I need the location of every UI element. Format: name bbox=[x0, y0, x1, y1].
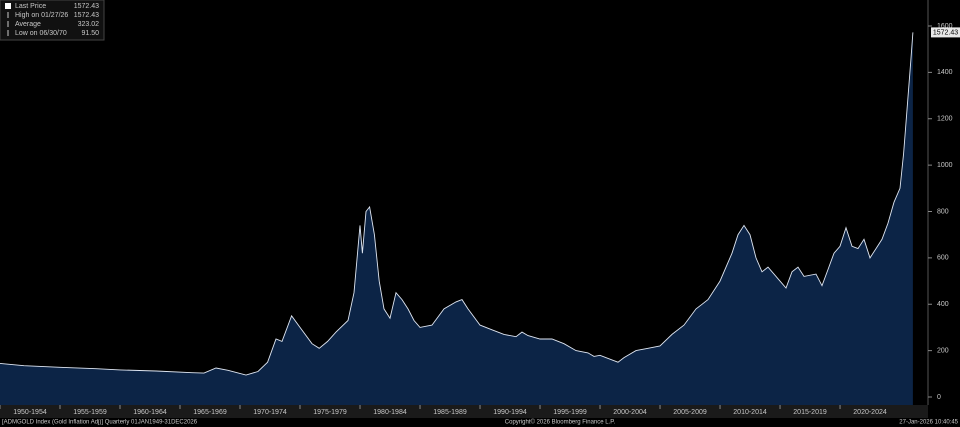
x-tick-label: 1960-1964 bbox=[133, 409, 167, 416]
x-tick-label: 1985-1989 bbox=[433, 409, 467, 416]
x-axis-band bbox=[0, 405, 928, 418]
y-tick-label: 1000 bbox=[937, 162, 953, 169]
x-tick-label: 1950-1954 bbox=[13, 409, 47, 416]
legend-label: Average bbox=[15, 21, 41, 28]
footer-left: [ADMGOLD Index (Gold Inflation Adj)] Qua… bbox=[2, 420, 198, 426]
footer-right: 27-Jan-2026 10:40:45 bbox=[899, 420, 958, 426]
y-tick-label: 1200 bbox=[937, 116, 953, 123]
x-tick-label: 2010-2014 bbox=[733, 409, 767, 416]
x-tick-label: 2020-2024 bbox=[853, 409, 887, 416]
x-tick-label: 1970-1974 bbox=[253, 409, 287, 416]
x-tick-label: 1975-1979 bbox=[313, 409, 347, 416]
legend-box bbox=[0, 0, 105, 41]
last-price-label: 1572.43 bbox=[933, 30, 958, 37]
y-tick-label: 0 bbox=[937, 394, 941, 401]
y-tick-label: 800 bbox=[937, 208, 949, 215]
footer-center: Copyright© 2026 Bloomberg Finance L.P. bbox=[505, 419, 616, 426]
area-fill bbox=[0, 32, 913, 406]
x-tick-label: 1955-1959 bbox=[73, 409, 107, 416]
x-tick-label: 1980-1984 bbox=[373, 409, 407, 416]
x-tick-label: 2005-2009 bbox=[673, 409, 707, 416]
y-tick-label: 200 bbox=[937, 347, 949, 354]
last-price-badge bbox=[931, 27, 960, 38]
x-tick-label: 1965-1969 bbox=[193, 409, 227, 416]
legend-label: Last Price bbox=[15, 3, 46, 10]
legend-label: Low on 06/30/70 bbox=[15, 30, 67, 37]
series bbox=[0, 32, 914, 406]
x-tick-label: 2000-2004 bbox=[613, 409, 647, 416]
area-line bbox=[0, 32, 914, 376]
legend-value: 1572.43 bbox=[74, 3, 99, 10]
legend-swatch bbox=[5, 3, 11, 9]
x-tick-label: 1995-1999 bbox=[553, 409, 587, 416]
legend-value: 323.02 bbox=[78, 21, 100, 28]
y-tick-label: 600 bbox=[937, 255, 949, 262]
y-tick-label: 1400 bbox=[937, 69, 953, 76]
legend-value: 91.50 bbox=[81, 30, 99, 37]
x-tick-label: 2015-2019 bbox=[793, 409, 827, 416]
legend-label: High on 01/27/26 bbox=[15, 12, 68, 19]
y-tick-label: 1600 bbox=[937, 23, 953, 30]
y-tick-label: 400 bbox=[937, 301, 949, 308]
x-tick-label: 1990-1994 bbox=[493, 409, 527, 416]
legend-value: 1572.43 bbox=[74, 12, 99, 19]
